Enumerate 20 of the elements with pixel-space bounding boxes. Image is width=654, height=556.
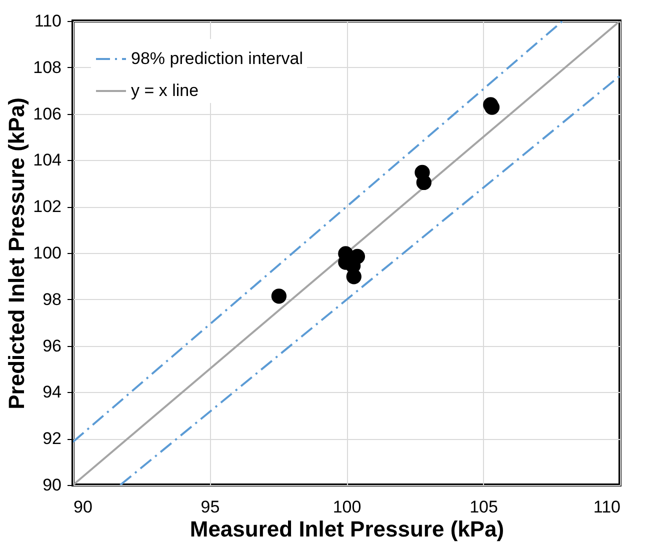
x-tick-label: 100 <box>332 498 362 516</box>
y-tick-label: 106 <box>33 104 62 124</box>
x-tick-label: 110 <box>593 498 620 516</box>
y-tick-label: 90 <box>42 476 62 494</box>
y-tick-label: 102 <box>33 197 62 216</box>
legend-label: 98% prediction interval <box>131 49 303 68</box>
x-tick-label: 95 <box>200 498 220 516</box>
x-tick-label: 105 <box>470 498 498 516</box>
y-axis-title: Predicted Inlet Pressure (kPa) <box>4 98 30 410</box>
y-tick-label: 92 <box>42 429 62 448</box>
y-tick-label: 96 <box>42 336 62 356</box>
x-axis-title: Measured Inlet Pressure (kPa) <box>190 516 504 542</box>
x-tick-label: 90 <box>74 498 92 516</box>
y-tick-label: 110 <box>34 12 62 30</box>
y-tick-label: 98 <box>42 290 62 309</box>
legend-label: y = x line <box>131 81 199 100</box>
y-tick-label: 94 <box>42 382 62 402</box>
y-tick-label: 104 <box>33 150 62 170</box>
y-tick-label: 108 <box>33 58 62 77</box>
y-tick-label: 100 <box>33 244 62 262</box>
